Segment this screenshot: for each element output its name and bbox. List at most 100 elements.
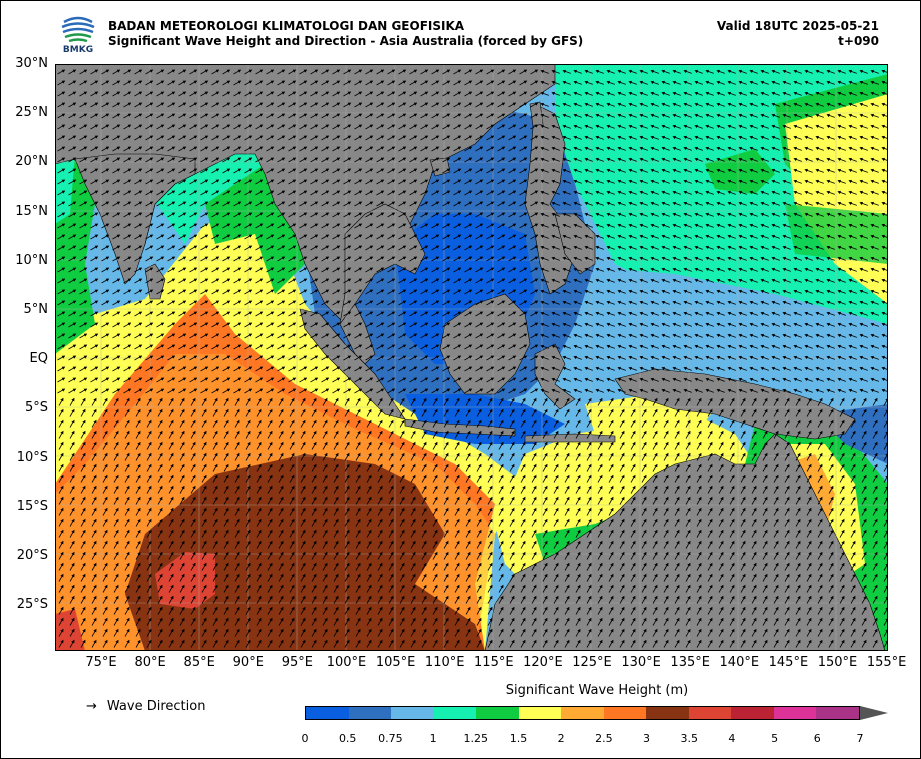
wave-arrow-head (105, 135, 110, 139)
wave-arrow-head (314, 80, 319, 84)
wave-arrow-head (347, 146, 352, 150)
wave-arrow-head (628, 69, 632, 74)
wave-arrow-head (650, 113, 654, 118)
wave-arrow-head (83, 157, 88, 161)
wave-arrow-head (292, 135, 297, 139)
wave-arrow-head (793, 135, 797, 140)
wave-arrow-head (237, 91, 242, 95)
wave-arrow-head (435, 80, 440, 84)
wave-arrow-head (782, 69, 786, 74)
wave-arrow-head (815, 157, 819, 162)
wave-arrow-head (270, 91, 275, 95)
wave-arrow-head (694, 157, 698, 162)
wave-arrow-head (749, 102, 753, 107)
wave-arrow-head (760, 146, 764, 151)
wave-arrow-head (848, 69, 852, 74)
wave-arrow-head (457, 157, 462, 161)
wave-arrow-head (573, 168, 577, 173)
wave-arrow-head (534, 91, 539, 95)
wave-arrow-head (870, 113, 874, 118)
wave-arrow-head (793, 157, 797, 162)
wave-map[interactable] (55, 64, 888, 651)
wave-arrow-head (694, 102, 698, 107)
wave-arrow-head (281, 80, 286, 84)
wave-arrow-head (336, 80, 341, 84)
wave-arrow-head (490, 124, 495, 128)
wave-arrow-head (584, 157, 588, 162)
wave-arrow-head (639, 102, 643, 107)
logo-text: BMKG (62, 45, 94, 55)
wave-arrow-head (347, 124, 352, 128)
wave-arrow-head (105, 157, 110, 161)
wave-arrow-head (424, 135, 429, 139)
wave-arrow-head (226, 124, 231, 128)
wave-arrow-head (523, 157, 528, 161)
wave-arrow-head (716, 91, 720, 96)
wave-arrow-head (149, 102, 154, 106)
wave-arrow-head (705, 102, 709, 107)
wave-arrow-head (793, 102, 797, 107)
wave-arrow-head (226, 80, 231, 84)
wave-arrow-head (595, 113, 599, 118)
wave-arrow-head (171, 113, 176, 117)
wave-arrow-head (303, 168, 308, 172)
wave-arrow-head (793, 146, 797, 151)
wave-arrow-head (573, 102, 577, 107)
wave-arrow-head (661, 135, 665, 140)
wave-arrow-head (446, 135, 451, 139)
wave-arrow-head (523, 146, 528, 150)
wave-arrow-head (749, 157, 753, 162)
wave-arrow-head (171, 80, 176, 84)
wave-arrow-head (551, 113, 555, 118)
wave-arrow-head (859, 113, 863, 118)
wave-arrow-head (248, 113, 253, 117)
wave-arrow-head (127, 135, 132, 139)
wave-arrow-head (501, 124, 506, 128)
wave-arrow-head (534, 80, 539, 84)
wave-arrow-head (413, 102, 418, 106)
wave-arrow-head (650, 157, 654, 162)
wave-arrow-head (281, 124, 286, 128)
wave-arrow-head (94, 102, 99, 106)
wave-arrow-head (595, 135, 599, 140)
wave-arrow-head (859, 91, 863, 96)
wave-arrow-head (639, 91, 643, 96)
wave-arrow-head (94, 69, 99, 73)
wave-arrow-head (870, 69, 874, 74)
agency-title: BADAN METEOROLOGI KLIMATOLOGI DAN GEOFIS… (108, 19, 465, 33)
wave-arrow-head (127, 157, 132, 161)
wave-arrow-head (193, 102, 198, 106)
wave-arrow-head (672, 157, 676, 162)
wave-arrow-head (457, 102, 462, 106)
wave-arrow-head (738, 102, 742, 107)
wave-arrow-head (83, 124, 88, 128)
wave-arrow-head (402, 146, 407, 150)
wave-arrow-head (149, 124, 154, 128)
wave-arrow-head (584, 146, 588, 151)
wave-arrow-head (105, 91, 110, 95)
wave-arrow-head (628, 80, 632, 85)
wave-arrow-head (562, 102, 566, 107)
wave-arrow-head (672, 80, 676, 85)
wave-arrow-head (606, 168, 610, 173)
wave-arrow-head (435, 124, 440, 128)
wave-arrow-head (182, 69, 187, 73)
wave-arrow-head (490, 135, 495, 139)
wave-arrow-head (815, 91, 819, 96)
wave-arrow-head (694, 146, 698, 151)
wave-arrow-head (259, 124, 264, 128)
wave-arrow-head (650, 91, 654, 96)
wave-arrow-head (281, 102, 286, 106)
wave-arrow-head (215, 168, 220, 172)
wave-arrow-head (61, 146, 66, 150)
wave-arrow-head (815, 146, 819, 151)
wave-arrow-head (501, 135, 506, 139)
wave-arrow-head (61, 113, 66, 117)
wave-arrow-head (705, 80, 709, 85)
wave-arrow-head (661, 69, 665, 74)
wave-arrow-head (61, 102, 66, 106)
wave-arrow-head (457, 135, 462, 139)
wave-arrow-head (573, 69, 577, 74)
wave-arrow-head (226, 102, 231, 106)
wave-arrow-head (617, 102, 621, 107)
